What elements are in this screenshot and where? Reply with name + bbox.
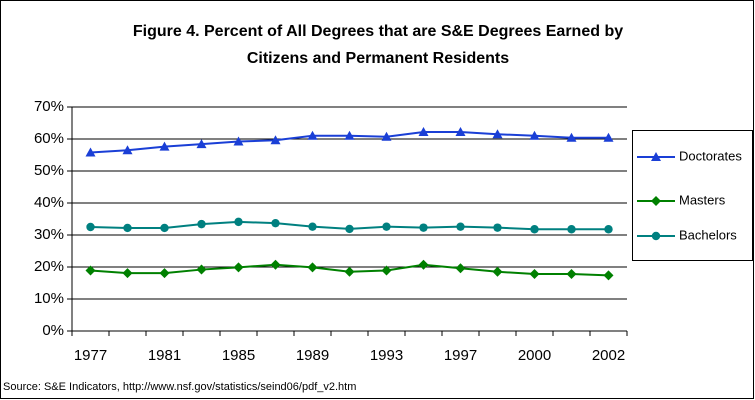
marker [85, 147, 96, 157]
marker [567, 225, 576, 234]
marker [530, 225, 539, 234]
legend-marker [651, 196, 661, 206]
marker [418, 126, 429, 136]
marker [307, 130, 318, 140]
marker [122, 268, 133, 279]
x-tick-label: 1977 [74, 347, 107, 364]
marker [233, 136, 244, 146]
source-note: Source: S&E Indicators, http://www.nsf.g… [3, 381, 356, 393]
marker [270, 135, 281, 145]
marker [160, 223, 169, 233]
legend-marker [651, 231, 661, 241]
marker [455, 126, 466, 136]
marker [344, 130, 355, 140]
y-tick-label: 20% [34, 258, 64, 275]
marker [455, 263, 466, 274]
marker [529, 130, 540, 140]
marker [381, 265, 392, 276]
marker [382, 222, 391, 231]
y-tick-label: 0% [42, 322, 64, 339]
marker [123, 223, 132, 233]
marker [493, 223, 502, 232]
marker [122, 145, 133, 155]
marker [234, 217, 243, 227]
x-tick-label: 2000 [518, 347, 551, 364]
marker [344, 266, 355, 277]
marker [529, 269, 540, 280]
marker [159, 268, 170, 279]
legend-box [632, 130, 753, 261]
marker [86, 222, 95, 232]
x-tick-label: 2002 [592, 347, 625, 364]
x-tick-label: 1993 [370, 347, 403, 364]
marker [85, 265, 96, 276]
y-tick-label: 60% [34, 130, 64, 147]
legend-label: Doctorates [679, 148, 742, 163]
marker [270, 259, 281, 270]
legend-label: Bachelors [679, 227, 737, 242]
marker [233, 262, 244, 273]
marker [345, 224, 354, 234]
marker [381, 131, 392, 141]
y-tick-label: 40% [34, 194, 64, 211]
marker [603, 132, 614, 142]
x-tick-label: 1997 [444, 347, 477, 364]
marker [418, 259, 429, 270]
x-tick-label: 1989 [296, 347, 329, 364]
legend-label: Masters [679, 192, 726, 207]
marker [604, 225, 613, 234]
marker [419, 223, 428, 232]
marker [196, 139, 207, 149]
chart-title: Citizens and Permanent Residents [247, 50, 509, 67]
marker [308, 222, 317, 231]
marker [197, 219, 206, 229]
marker [456, 222, 465, 231]
x-tick-label: 1985 [222, 347, 255, 364]
marker [159, 141, 170, 151]
marker [492, 129, 503, 139]
chart-title: Figure 4. Percent of All Degrees that ar… [133, 23, 623, 40]
marker [271, 218, 280, 228]
y-tick-label: 70% [34, 98, 64, 115]
marker [566, 132, 577, 142]
marker [566, 269, 577, 280]
marker [492, 266, 503, 277]
legend-marker [651, 152, 661, 161]
marker [307, 262, 318, 273]
y-tick-label: 50% [34, 162, 64, 179]
y-tick-label: 30% [34, 226, 64, 243]
marker [196, 264, 207, 275]
x-tick-label: 1981 [148, 347, 181, 364]
marker [603, 270, 614, 281]
y-tick-label: 10% [34, 290, 64, 307]
